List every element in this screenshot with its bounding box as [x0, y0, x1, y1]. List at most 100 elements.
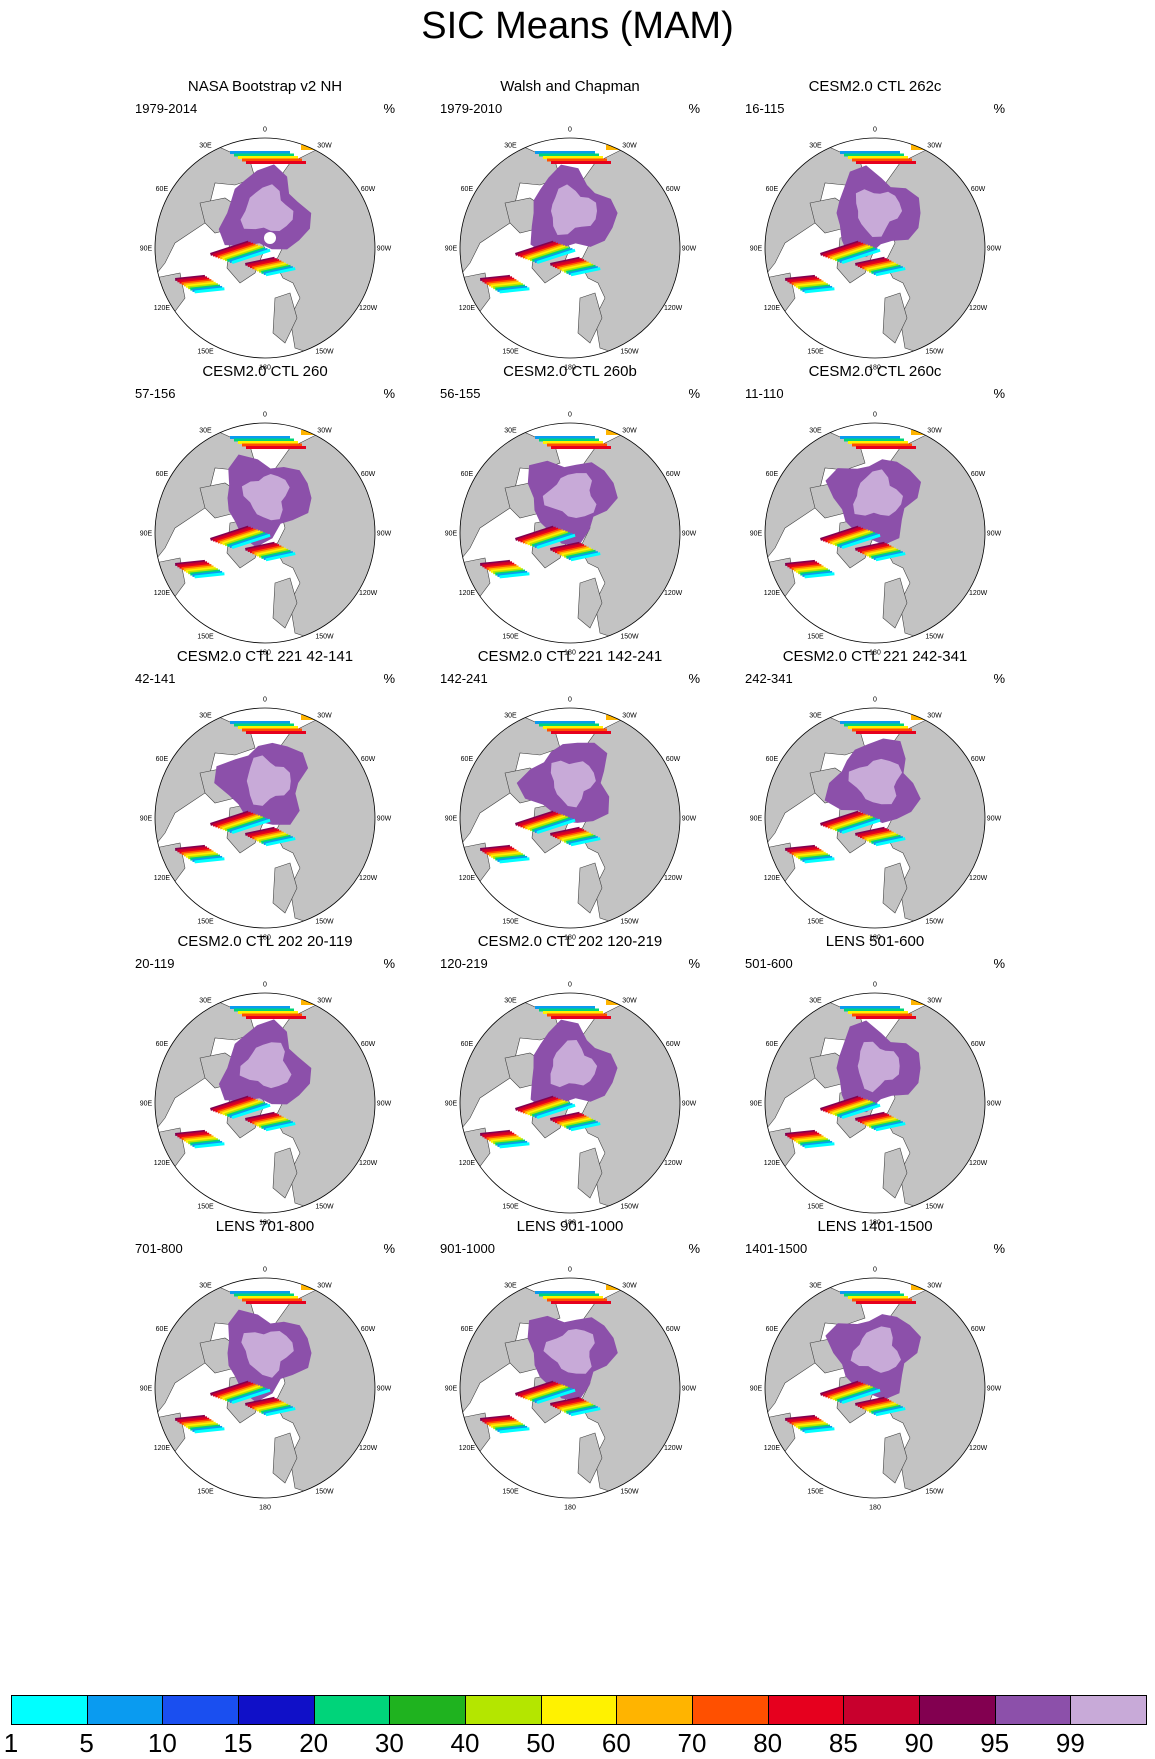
sea-ice-99: [239, 1042, 292, 1089]
longitude-label: 30W: [927, 997, 942, 1004]
longitude-label: 90E: [445, 246, 458, 253]
sea-ice-edge: [535, 721, 595, 724]
sea-ice-edge: [551, 1016, 611, 1019]
colorbar-swatch: [389, 1695, 466, 1725]
longitude-label: 60W: [971, 471, 986, 478]
sea-ice-edge: [917, 138, 935, 142]
longitude-label: 150W: [925, 919, 944, 926]
sea-ice-edge: [856, 446, 916, 449]
longitude-label: 30W: [622, 712, 637, 719]
longitude-label: 120W: [969, 590, 988, 597]
panel-title: CESM2.0 CTL 221 142-241: [477, 648, 663, 665]
polar-map: 180 150E 120E 90E 60E 30E 0 30W 60W 90W 120W 150W: [750, 127, 1002, 372]
sea-ice-edge: [840, 1006, 900, 1009]
map-panel: CESM2.0 CTL 202 20-119 20-119% 180 150E 120E…: [115, 933, 415, 1233]
colorbar-swatch: [313, 1695, 391, 1725]
sea-ice-99: [246, 755, 291, 806]
longitude-label: 30E: [199, 1282, 212, 1289]
sea-ice-edge: [844, 723, 904, 727]
panel-period: 11-110: [745, 386, 784, 401]
colorbar-swatch: [86, 1695, 164, 1725]
land-mass: [272, 1147, 298, 1199]
colorbar-label: 99: [1055, 1728, 1085, 1758]
longitude-label: 0: [263, 697, 267, 704]
sea-ice-edge: [238, 1296, 298, 1299]
map-panel: CESM2.0 CTL 221 142-241 142-241% 180 150E 12…: [420, 648, 720, 948]
land-mass: [882, 1432, 908, 1484]
sea-ice-99: [855, 189, 903, 237]
map-boundary: [764, 1277, 986, 1499]
sea-ice-edge: [848, 1296, 908, 1299]
longitude-label: 150W: [620, 1204, 639, 1211]
sea-ice-edge: [194, 1142, 225, 1149]
colorbar-swatch: [465, 1695, 542, 1725]
longitude-label: 150W: [620, 349, 639, 356]
map-panel: LENS 901-1000 901-1000% 180 150E 120E 90E 60E 3…: [420, 1218, 720, 1518]
longitude-label: 0: [873, 982, 877, 989]
pole-hole: [264, 232, 276, 244]
longitude-label: 30E: [809, 997, 822, 1004]
panel-title: CESM2.0 CTL 221 42-141: [176, 648, 354, 665]
sea-ice-edge: [551, 1301, 611, 1304]
sea-ice-99: [551, 184, 597, 235]
longitude-label: 30W: [317, 997, 332, 1004]
panel-period: 120-219: [440, 956, 488, 971]
longitude-label: 30E: [199, 712, 212, 719]
panel-title: CESM2.0 CTL 260b: [503, 363, 637, 380]
colorbar-label: 30: [374, 1728, 404, 1758]
sea-ice-edge: [307, 138, 325, 142]
longitude-label: 60W: [666, 756, 681, 763]
longitude-label: 30E: [504, 997, 517, 1004]
panel-period: 142-241: [440, 671, 488, 686]
panel-title: CESM2.0 CTL 202 20-119: [177, 933, 353, 950]
sea-ice-edge: [917, 708, 935, 712]
longitude-label: 120W: [359, 305, 378, 312]
longitude-label: 30E: [504, 427, 517, 434]
longitude-label: 150E: [502, 1204, 519, 1211]
sea-ice-edge: [310, 418, 328, 423]
sea-ice-edge: [844, 438, 904, 442]
longitude-label: 120W: [969, 1445, 988, 1452]
panel-title: CESM2.0 CTL 262c: [808, 78, 942, 95]
sea-ice-99: [853, 469, 903, 516]
longitude-label: 90W: [682, 531, 697, 538]
longitude-label: 120W: [359, 590, 378, 597]
longitude-label: 120W: [969, 1160, 988, 1167]
sea-ice-99: [550, 760, 596, 808]
longitude-label: 30W: [622, 997, 637, 1004]
sea-ice-edge: [194, 287, 225, 294]
longitude-label: 150W: [315, 634, 334, 641]
longitude-label: 180: [869, 935, 881, 942]
land-mass: [577, 1432, 603, 1484]
land-mass: [882, 577, 908, 629]
longitude-label: 180: [869, 650, 881, 657]
longitude-label: 90W: [987, 816, 1002, 823]
map-panel: CESM2.0 CTL 260c 11-110% 180 150E 120E 90E 60E…: [725, 363, 1025, 663]
sea-ice-edge: [230, 1291, 290, 1294]
colorbar-swatch: [162, 1695, 239, 1725]
sea-ice-edge: [852, 1298, 912, 1302]
land-mass: [577, 1147, 603, 1199]
sea-ice-edge: [234, 438, 294, 442]
polar-map: 180 150E 120E 90E 60E 30E 0 30W 60W 90W 120W 150W: [750, 697, 1002, 942]
longitude-label: 30W: [927, 142, 942, 149]
sea-ice-edge: [612, 423, 630, 427]
longitude-label: 180: [259, 650, 271, 657]
panel-period: 1401-1500: [745, 1241, 808, 1256]
sea-ice-edge: [234, 1293, 294, 1297]
sea-ice-edge: [612, 1278, 630, 1282]
panel-unit: %: [383, 386, 395, 401]
longitude-label: 120E: [764, 305, 781, 312]
sea-ice-edge: [231, 1388, 271, 1404]
polar-map: 180 150E 120E 90E 60E 30E 0 30W 60W 90W 120W 150W: [140, 127, 392, 372]
longitude-label: 0: [568, 982, 572, 989]
panel-unit: %: [383, 1241, 395, 1256]
map-boundary: [764, 992, 986, 1214]
colorbar-label: 20: [299, 1728, 329, 1758]
map-boundary: [154, 137, 376, 359]
longitude-label: 180: [259, 365, 271, 372]
colorbar-label: 80: [753, 1728, 783, 1758]
sea-ice-edge: [194, 857, 225, 864]
sea-ice-edge: [543, 441, 603, 444]
longitude-label: 30W: [622, 1282, 637, 1289]
